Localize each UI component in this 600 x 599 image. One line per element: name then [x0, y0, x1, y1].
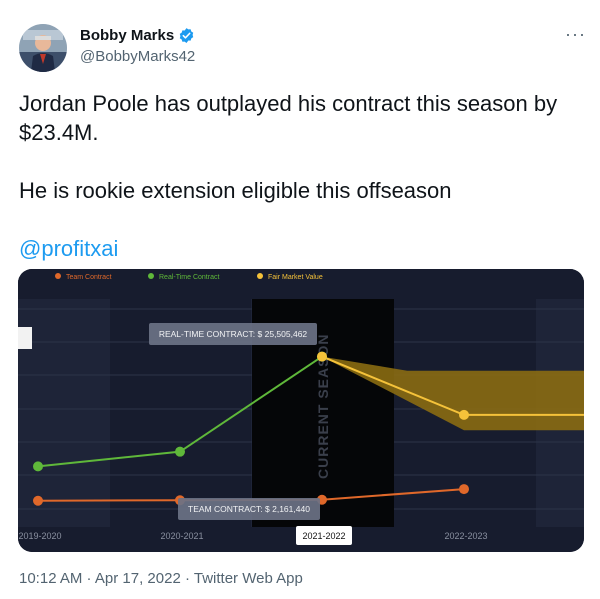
more-horizontal-icon[interactable]: ··· — [565, 24, 586, 44]
tweet-media-chart[interactable]: CURRENT SEASON Team Contract Real-Time Con… — [18, 269, 584, 552]
annotation-box — [178, 498, 320, 520]
verified-badge-icon — [178, 27, 195, 44]
annotation-label: REAL-TIME CONTRACT: $ 25,505,462 — [159, 329, 308, 339]
meta-separator: · — [180, 570, 194, 587]
legend-dot — [257, 273, 263, 279]
data-point-team-contract — [459, 484, 469, 495]
author-name-row[interactable]: Bobby Marks — [80, 27, 195, 44]
chart-svg: CURRENT SEASON Team Contract Real-Time Con… — [18, 269, 584, 552]
legend-label: Fair Market Value — [268, 274, 323, 281]
avatar-photo-icon — [19, 24, 67, 72]
tweet-source[interactable]: Twitter Web App — [193, 570, 303, 587]
x-tick-label: 2022-2023 — [444, 531, 487, 541]
legend-dot — [55, 273, 61, 279]
fair-market-band — [322, 356, 584, 431]
legend-dot — [148, 273, 154, 279]
data-point-real-time-contract — [175, 446, 185, 457]
current-season-label: CURRENT SEASON — [315, 334, 331, 479]
tweet-text: Jordan Poole has outplayed his contract … — [19, 89, 589, 263]
data-point-team-contract — [33, 495, 43, 506]
data-point-fair-market-value — [317, 351, 327, 362]
x-tick-label: 2019-2020 — [18, 531, 61, 541]
meta-separator: · — [82, 570, 95, 587]
annotation-label: TEAM CONTRACT: $ 2,161,440 — [188, 504, 310, 514]
x-tick-label: 2020-2021 — [160, 531, 203, 541]
author-avatar[interactable] — [19, 24, 67, 72]
legend-label: Team Contract — [66, 274, 112, 281]
tweet-date[interactable]: Apr 17, 2022 — [94, 570, 181, 587]
tweet-meta: 10:12 AM · Apr 17, 2022 · Twitter Web Ap… — [19, 570, 303, 587]
column-shade — [18, 299, 110, 527]
tweet-time[interactable]: 10:12 AM — [19, 570, 83, 587]
tweet-line-1: Jordan Poole has outplayed his contract … — [19, 91, 558, 145]
legend-label: Real-Time Contract — [159, 274, 219, 281]
annotation-box — [149, 323, 317, 345]
x-tick-label: 2021-2022 — [302, 531, 345, 541]
tick-label-box — [296, 526, 352, 545]
author-handle[interactable]: @BobbyMarks42 — [80, 48, 196, 65]
offscreen-tooltip — [18, 327, 32, 349]
data-point-fair-market-value — [459, 409, 469, 420]
data-point-real-time-contract — [33, 461, 43, 472]
mention-link[interactable]: @profitxai — [19, 236, 119, 261]
author-display-name[interactable]: Bobby Marks — [80, 27, 175, 44]
tweet-line-2: He is rookie extension eligible this off… — [19, 178, 452, 203]
